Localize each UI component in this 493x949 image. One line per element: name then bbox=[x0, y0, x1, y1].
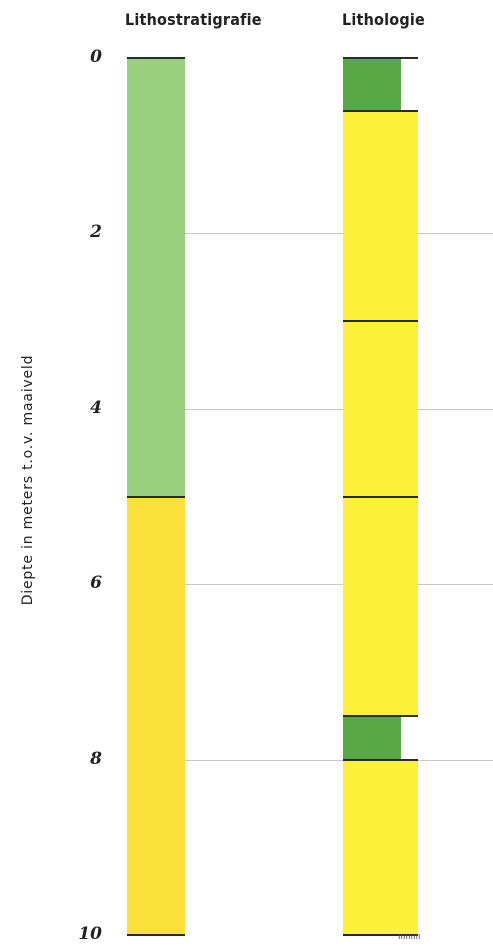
gridline bbox=[184, 760, 493, 761]
lithostratigraphy-layer bbox=[127, 496, 185, 935]
gridline bbox=[184, 409, 493, 410]
lithostratigraphy-boundary bbox=[127, 57, 185, 59]
lithostratigraphy-boundary bbox=[127, 495, 185, 498]
depth-tick-label: 8 bbox=[90, 749, 102, 769]
gridline bbox=[184, 233, 493, 234]
gridline bbox=[184, 584, 493, 585]
lithology-layer bbox=[343, 58, 401, 111]
lithology-layer bbox=[343, 496, 418, 716]
lithology-layer bbox=[343, 321, 418, 497]
lithostratigraphy-layer bbox=[127, 58, 185, 497]
depth-tick-label: 4 bbox=[90, 398, 102, 418]
lithostratigraphy-boundary bbox=[127, 934, 185, 936]
lithology-boundary bbox=[343, 758, 418, 761]
lithostratigraphy-header: Lithostratigrafie bbox=[125, 10, 262, 29]
lithology-header: Lithologie bbox=[342, 10, 425, 29]
lithology-boundary bbox=[343, 714, 418, 717]
depth-tick-label: 0 bbox=[90, 47, 102, 67]
depth-axis-label: Diepte in meters t.o.v. maaiveld bbox=[20, 354, 36, 606]
scan-artifact: ııııııııı bbox=[398, 932, 421, 942]
lithology-boundary bbox=[343, 495, 418, 498]
depth-tick-label: 2 bbox=[90, 222, 102, 242]
lithology-boundary bbox=[343, 320, 418, 323]
lithology-layer bbox=[343, 110, 418, 322]
depth-tick-label: 6 bbox=[90, 573, 102, 593]
lithology-layer bbox=[343, 759, 418, 935]
lithology-layer bbox=[343, 715, 401, 760]
lithology-boundary bbox=[343, 109, 418, 112]
depth-tick-label: 10 bbox=[78, 924, 102, 944]
lithology-boundary bbox=[343, 934, 418, 936]
lithology-boundary bbox=[343, 57, 418, 59]
